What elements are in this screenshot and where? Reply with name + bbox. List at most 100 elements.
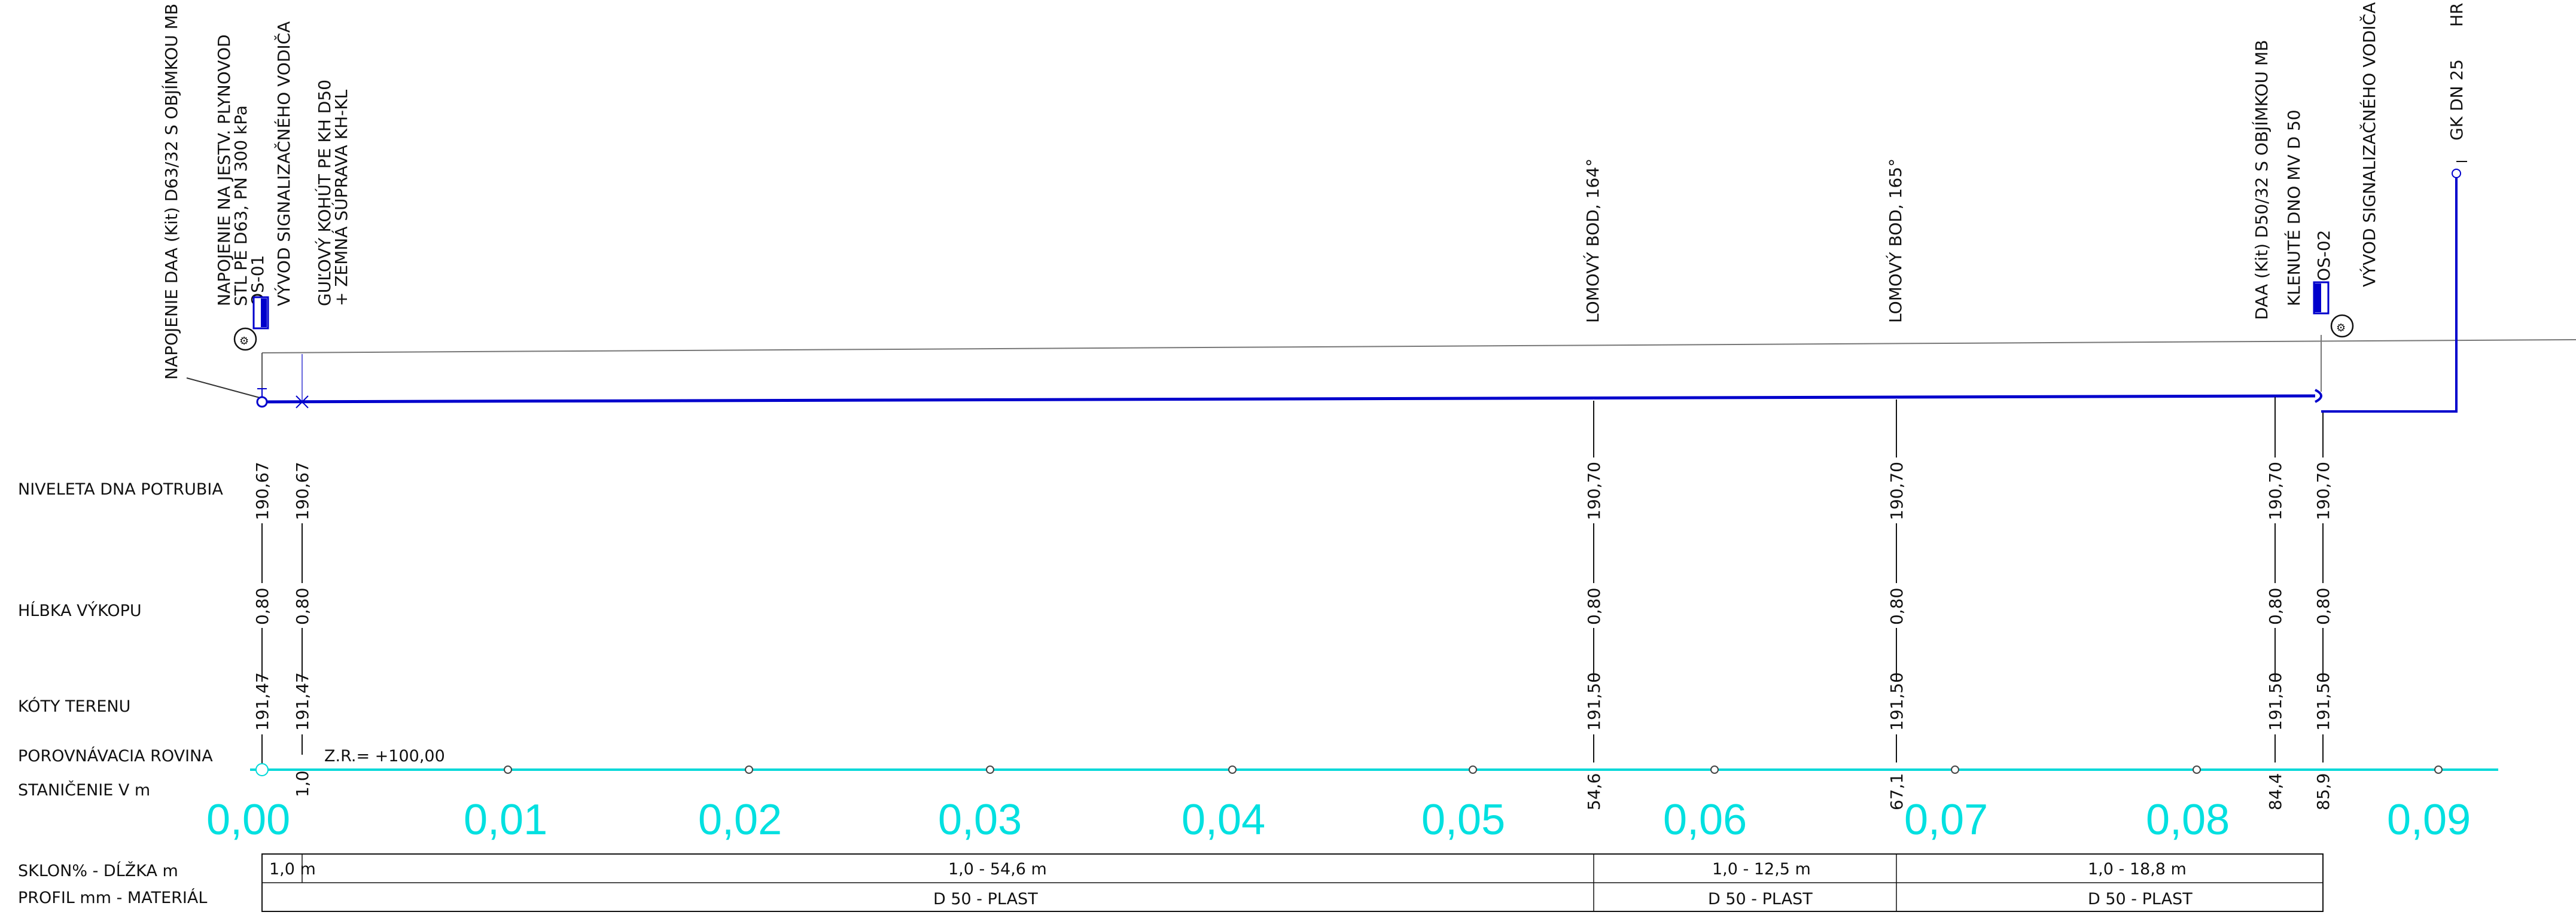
connector-circle-2 — [2330, 314, 2354, 338]
datum-marker — [986, 765, 994, 774]
segment-sklon: 1,0 m — [269, 860, 316, 879]
annotation-zemna-suprava: + ZEMNÁ SÚPRAVA KH-KL — [331, 89, 351, 306]
hlbka-value: 0,80 — [1887, 588, 1907, 625]
bottom-table: 1,0 m 1,0 - 54,6 m 1,0 - 12,5 m 1,0 - 18… — [261, 853, 2324, 912]
stanicenie-value: 85,9 — [2313, 773, 2333, 810]
datum-marker — [1710, 765, 1719, 774]
row-labels: NIVELETA DNA POTRUBIA HĹBKA VÝKOPU KÓTY … — [18, 480, 223, 907]
stationing-major-label: 0,06 — [1663, 796, 1747, 844]
niveleta-value: 190,70 — [2266, 462, 2285, 520]
row-label-koty: KÓTY TERENU — [18, 697, 130, 716]
segment-sklon: 1,0 - 54,6 m — [948, 860, 1047, 879]
niveleta-value: 190,67 — [293, 462, 312, 520]
stationing-major-label: 0,02 — [698, 796, 782, 844]
stationing-major-label: 0,01 — [464, 796, 547, 844]
connector-circle-1 — [233, 327, 257, 351]
pipe-end-cap — [2315, 389, 2322, 403]
service-node — [2452, 169, 2461, 178]
annotation-daa-d50: DAA (Kit) D50/32 S OBJÍMKOU MB — [2251, 40, 2271, 320]
annotation-gk-dn25: GK DN 25 — [2447, 59, 2467, 141]
annotation-gulovy-kohut: GUĽOVÝ KOHÚT PE KH D50 — [314, 80, 334, 306]
row-label-stanicenie: STANIČENIE V m — [18, 780, 150, 800]
annotation-os-02: OS-02 — [2314, 230, 2334, 281]
datum-marker — [1469, 765, 1477, 774]
annotation-lomovy-bod-164: LOMOVÝ BOD, 164° — [1582, 158, 1603, 323]
niveleta-value: 190,70 — [1887, 462, 1907, 520]
segment-sklon: 1,0 - 18,8 m — [2088, 860, 2187, 879]
annotation-vyvod-signal-2: VÝVOD SIGNALIZAČNÉHO VODIČA — [2359, 2, 2379, 287]
leader-line — [186, 377, 260, 398]
stationing-major-label: 0,03 — [938, 796, 1022, 844]
hlbka-value: 0,80 — [252, 588, 272, 625]
annotation-hr: HR — [2447, 2, 2467, 27]
pipe-line — [261, 394, 2316, 404]
stationing-major-label: 0,07 — [1904, 796, 1988, 844]
stationing-major-label: 0,09 — [2387, 796, 2471, 844]
stationing-major-label: 0,00 — [206, 796, 290, 844]
station-column-1: 190,67 0,80 191,47 — [252, 462, 272, 771]
annotation-napojenie-plynovod: NAPOJENIE NA JESTV. PLYNOVOD — [214, 34, 234, 306]
segment-sklon: 1,0 - 12,5 m — [1712, 860, 1811, 879]
stanicenie-value: 54,6 — [1584, 773, 1604, 810]
koty-value: 191,50 — [2266, 672, 2285, 731]
top-annotations: NAPOJENIE DAA (Kit) D63/32 S OBJÍMKOU MB… — [161, 2, 2467, 380]
koty-value: 191,47 — [252, 672, 272, 731]
stanicenie-value: 1,0 — [293, 770, 312, 797]
signal-box-os-01-fill — [261, 298, 267, 327]
connector-glyph-1: ⚙ — [239, 335, 249, 347]
niveleta-value: 190,70 — [1584, 462, 1604, 520]
niveleta-value: 190,70 — [2313, 462, 2333, 520]
terrain-line — [261, 339, 2576, 353]
datum-level-label: Z.R.= +100,00 — [324, 747, 445, 765]
koty-value: 191,50 — [1887, 672, 1907, 731]
station-column-3: 190,70 0,80 191,50 54,6 — [1584, 401, 1604, 810]
segment-profil: D 50 - PLAST — [1708, 890, 1813, 908]
stationing-labels: 0,00 0,01 0,02 0,03 0,04 0,05 0,06 0,07 … — [206, 796, 2471, 844]
row-label-profil: PROFIL mm - MATERIÁL — [18, 888, 207, 907]
hlbka-value: 0,80 — [2313, 588, 2333, 625]
datum-marker — [2193, 765, 2201, 774]
connector-glyph-2: ⚙ — [2336, 322, 2346, 334]
signal-box-os-02-fill — [2314, 283, 2321, 312]
terrain-and-pipe — [186, 161, 2576, 413]
datum-line-group: Z.R.= +100,00 — [250, 747, 2498, 776]
koty-value: 191,50 — [1584, 672, 1604, 731]
koty-value: 191,50 — [2313, 672, 2333, 731]
service-branch — [2321, 176, 2458, 413]
station-column-4: 190,70 0,80 191,50 67,1 — [1887, 399, 1907, 810]
stationing-major-label: 0,04 — [1182, 796, 1265, 844]
stanicenie-value: 84,4 — [2266, 773, 2285, 810]
stanicenie-value: 67,1 — [1887, 773, 1907, 810]
row-label-niveleta: NIVELETA DNA POTRUBIA — [18, 480, 223, 499]
signal-symbols: ⚙ ⚙ — [233, 281, 2354, 351]
row-label-hlbka: HĹBKA VÝKOPU — [18, 601, 142, 620]
station-column-6: 190,70 0,80 191,50 85,9 — [2313, 413, 2333, 810]
segment-profil: D 50 - PLAST — [933, 890, 1038, 908]
hlbka-value: 0,80 — [2266, 588, 2285, 625]
datum-marker — [1228, 765, 1237, 774]
hlbka-value: 0,80 — [293, 588, 312, 625]
datum-marker — [745, 765, 753, 774]
row-label-porovnavacia: POROVNÁVACIA ROVINA — [18, 746, 213, 765]
annotation-vyvod-signal-1: VÝVOD SIGNALIZAČNÉHO VODIČA — [273, 22, 294, 306]
row-label-sklon: SKLON% - DĹŽKA m — [18, 861, 178, 880]
valve-symbol — [296, 395, 309, 408]
segment-profil: D 50 - PLAST — [2088, 890, 2193, 908]
datum-marker — [2434, 765, 2443, 774]
datum-marker — [255, 763, 269, 776]
niveleta-value: 190,67 — [252, 462, 272, 520]
datum-marker — [504, 765, 512, 774]
annotation-stl-pe: STL PE D63, PN 300 kPa — [231, 105, 251, 306]
annotation-napojenie-daa: NAPOJENIE DAA (Kit) D63/32 S OBJÍMKOU MB — [161, 4, 181, 380]
stationing-major-label: 0,05 — [1421, 796, 1505, 844]
pipe-start-node — [256, 396, 268, 408]
datum-marker — [1951, 765, 1959, 774]
station-column-2: 190,67 0,80 191,47 1,0 — [293, 462, 312, 797]
hlbka-value: 0,80 — [1584, 588, 1604, 625]
station-column-5: 190,70 0,80 191,50 84,4 — [2266, 397, 2285, 810]
annotation-klenute-dno: KLENUTÉ DNO MV D 50 — [2283, 109, 2304, 306]
stationing-major-label: 0,08 — [2146, 796, 2230, 844]
annotation-lomovy-bod-165: LOMOVÝ BOD, 165° — [1885, 158, 1905, 323]
